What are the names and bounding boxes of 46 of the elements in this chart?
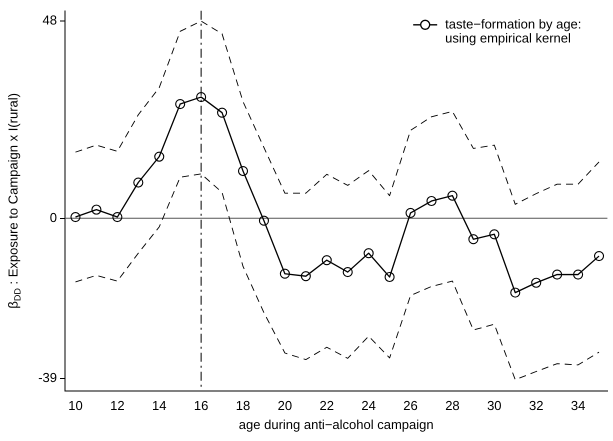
point	[364, 248, 374, 258]
x-tick-label: 24	[361, 398, 376, 414]
point	[154, 152, 164, 162]
x-tick-label: 32	[528, 398, 544, 414]
point	[133, 177, 144, 188]
x-tick-label: 20	[278, 398, 292, 414]
point	[384, 272, 395, 282]
point	[175, 99, 186, 110]
x-tick-label: 12	[110, 398, 125, 414]
x-tick-label: 30	[487, 398, 502, 414]
x-tick-label: 22	[320, 398, 334, 414]
y-axis-title: βDD : Exposure to Campaign x I(rural)	[6, 93, 22, 309]
point	[426, 196, 437, 206]
line-series	[75, 20, 600, 205]
x-tick-label: 26	[403, 398, 418, 414]
x-tick-label: 10	[68, 398, 83, 414]
point	[405, 208, 416, 218]
point	[552, 269, 562, 280]
point	[258, 216, 269, 226]
x-tick-label: 34	[570, 398, 586, 414]
point	[217, 108, 228, 118]
point	[594, 251, 604, 262]
point	[573, 269, 584, 280]
x-tick-label: 28	[445, 398, 460, 414]
point	[70, 212, 81, 222]
point	[280, 268, 290, 279]
point	[489, 229, 500, 240]
point	[112, 212, 122, 222]
point	[196, 92, 206, 102]
x-axis-title: age during anti−alcohol campaign	[238, 416, 434, 432]
point	[238, 166, 248, 176]
legend-label: taste−formation by age: using empirical kernel	[445, 16, 582, 46]
point	[91, 204, 102, 215]
point	[322, 255, 332, 266]
point	[300, 271, 311, 282]
point	[468, 234, 478, 244]
y-tick-label: -39	[38, 370, 57, 386]
point	[447, 190, 458, 201]
x-tick-label: 14	[152, 398, 166, 414]
point	[531, 278, 542, 288]
x-tick-label: 16	[194, 398, 208, 414]
point	[342, 267, 353, 278]
y-tick-label: 0	[50, 210, 57, 225]
x-tick-label: 18	[236, 398, 250, 414]
y-tick-label: 48	[42, 12, 57, 28]
point	[510, 288, 520, 298]
